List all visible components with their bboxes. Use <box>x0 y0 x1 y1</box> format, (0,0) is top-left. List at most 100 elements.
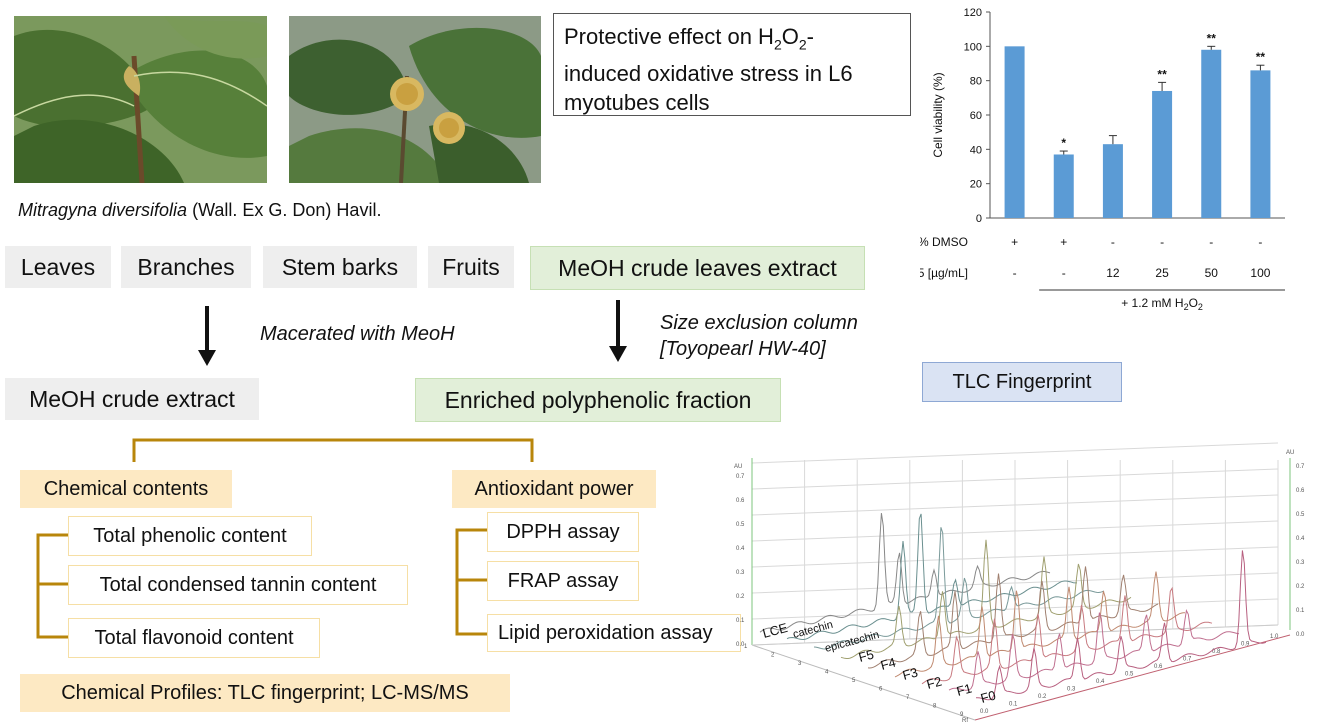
part-stem-barks: Stem barks <box>263 246 417 288</box>
au-tick: 0.0 <box>736 642 745 648</box>
sample-label: LCE <box>761 620 790 641</box>
row1-cell: - <box>1209 235 1213 249</box>
sample-label: F5 <box>857 646 876 664</box>
row2-cell: - <box>1013 266 1017 280</box>
au-tick: 0.7 <box>736 474 745 480</box>
tlc-fingerprint-plot: AU AU 0.7 0.7 0.6 0.6 0.5 0.5 0.4 0.4 0.3 0.3 0.2 0.2… <box>734 442 1305 724</box>
frap-box: FRAP assay <box>487 561 639 601</box>
size-exclusion-line1: Size exclusion column <box>660 312 858 334</box>
sample-label: F4 <box>879 654 898 672</box>
au-tick: 0.0 <box>1296 632 1305 638</box>
chemical-contents-box: Chemical contents <box>20 470 232 508</box>
rf-tick: 0.7 <box>1183 657 1192 663</box>
tlc-trace <box>813 527 1105 650</box>
crude-extract-box: MeOH crude extract <box>5 378 259 420</box>
part-leaves: Leaves <box>5 246 111 288</box>
au-tick: 0.7 <box>1296 464 1305 470</box>
y-tick-label: 20 <box>970 179 982 191</box>
lipid-box: Lipid peroxidation assay <box>487 614 741 652</box>
row1-cell: - <box>1160 235 1164 249</box>
track-number: 2 <box>771 653 775 659</box>
floor-edge <box>751 644 976 721</box>
row1-cell: + <box>1060 235 1067 249</box>
y-axis-label: Cell viability (%) <box>931 72 945 157</box>
rf-tick: 1.0 <box>1270 634 1279 640</box>
track-number: 3 <box>798 661 802 667</box>
row1-cell: + <box>1011 235 1018 249</box>
species-authority: (Wall. Ex G. Don) Havil. <box>187 200 382 220</box>
total-tannin-box: Total condensed tannin content <box>68 565 408 605</box>
tlc-trace <box>894 571 1185 678</box>
grid-line <box>751 546 1279 568</box>
sample-label: F0 <box>979 687 998 705</box>
sample-label: F2 <box>925 673 944 691</box>
rf-label: Rf <box>962 718 968 724</box>
au-tick: 0.3 <box>1296 560 1305 566</box>
macerate-label: Macerated with MeoH <box>260 323 455 345</box>
rf-tick: 0.8 <box>1212 649 1221 655</box>
au-tick: 0.3 <box>736 570 745 576</box>
au-tick: 0.5 <box>736 522 745 528</box>
row2-cell: 25 <box>1155 266 1169 280</box>
tlc-trace <box>921 586 1213 685</box>
track-number: 7 <box>906 695 910 701</box>
dpph-box: DPPH assay <box>487 512 639 552</box>
floor-edge <box>974 634 1291 721</box>
au-tick: 0.5 <box>1296 512 1305 518</box>
track-number: 9 <box>960 712 964 718</box>
grid-line <box>751 442 1279 464</box>
au-label: AU <box>1286 450 1294 456</box>
track-number: 8 <box>933 704 937 710</box>
au-tick: 0.6 <box>736 498 745 504</box>
species-name: Mitragyna diversifolia <box>18 200 188 220</box>
rf-tick: 0.6 <box>1154 664 1163 670</box>
y-tick-label: 60 <box>970 110 982 122</box>
row2-cell: - <box>1062 266 1066 280</box>
au-tick: 0.4 <box>1296 536 1305 542</box>
rf-tick: 0.1 <box>1009 702 1018 708</box>
leaves-extract-box: MeOH crude leaves extract <box>530 246 865 290</box>
enriched-fraction-box: Enriched polyphenolic fraction <box>415 378 781 422</box>
part-branches: Branches <box>121 246 251 288</box>
tlc-trace <box>759 513 1051 633</box>
protective-title-line3: myotubes cells <box>564 90 710 116</box>
species-caption: Mitragyna diversifolia (Wall. Ex G. Don)… <box>18 200 381 221</box>
significance-mark: ** <box>1157 67 1167 81</box>
rf-tick: 0.5 <box>1125 672 1134 678</box>
au-tick: 0.2 <box>736 594 745 600</box>
tlc-trace <box>948 609 1240 691</box>
row2-cell: 50 <box>1205 266 1219 280</box>
row1-label: 1% DMSO <box>920 235 968 249</box>
track-number: 1 <box>744 644 748 650</box>
y-tick-label: 80 <box>970 76 982 88</box>
protective-title: Protective effect on H2O2- induced oxida… <box>553 13 911 116</box>
au-tick: 0.6 <box>1296 488 1305 494</box>
row2-cell: 100 <box>1250 266 1270 280</box>
rf-tick: 0.4 <box>1096 679 1105 685</box>
au-tick: 0.2 <box>1296 584 1305 590</box>
bar <box>1102 144 1123 218</box>
antioxidant-power-box: Antioxidant power <box>452 470 656 508</box>
bar <box>1053 154 1074 218</box>
grid-line <box>751 520 1279 542</box>
tlc-title-box: TLC Fingerprint <box>922 362 1122 402</box>
significance-mark: ** <box>1256 50 1266 64</box>
leaf-photo-1 <box>14 16 267 183</box>
y-tick-label: 40 <box>970 144 982 156</box>
au-tick: 0.1 <box>736 618 745 624</box>
tlc-trace <box>867 566 1159 669</box>
cell-viability-chart: 0 20 40 60 80 100 120 Cell viability (%) 1% DMSO… <box>920 7 1285 312</box>
size-exclusion-line2: [Toyopearl HW-40] <box>660 338 826 360</box>
leaf-photo-2 <box>289 16 541 183</box>
bar <box>1004 46 1025 219</box>
row1-cell: - <box>1258 235 1262 249</box>
rf-tick: 0.2 <box>1038 694 1047 700</box>
significance-mark: ** <box>1207 31 1217 45</box>
au-tick: 0.1 <box>1296 608 1305 614</box>
protective-title-line1: Protective effect on H2O2- <box>564 24 814 53</box>
y-tick-label: 120 <box>964 7 982 19</box>
total-flavonoid-box: Total flavonoid content <box>68 618 320 658</box>
protective-title-line2: induced oxidative stress in L6 <box>564 61 853 87</box>
grid-line <box>751 494 1279 516</box>
part-fruits: Fruits <box>428 246 514 288</box>
